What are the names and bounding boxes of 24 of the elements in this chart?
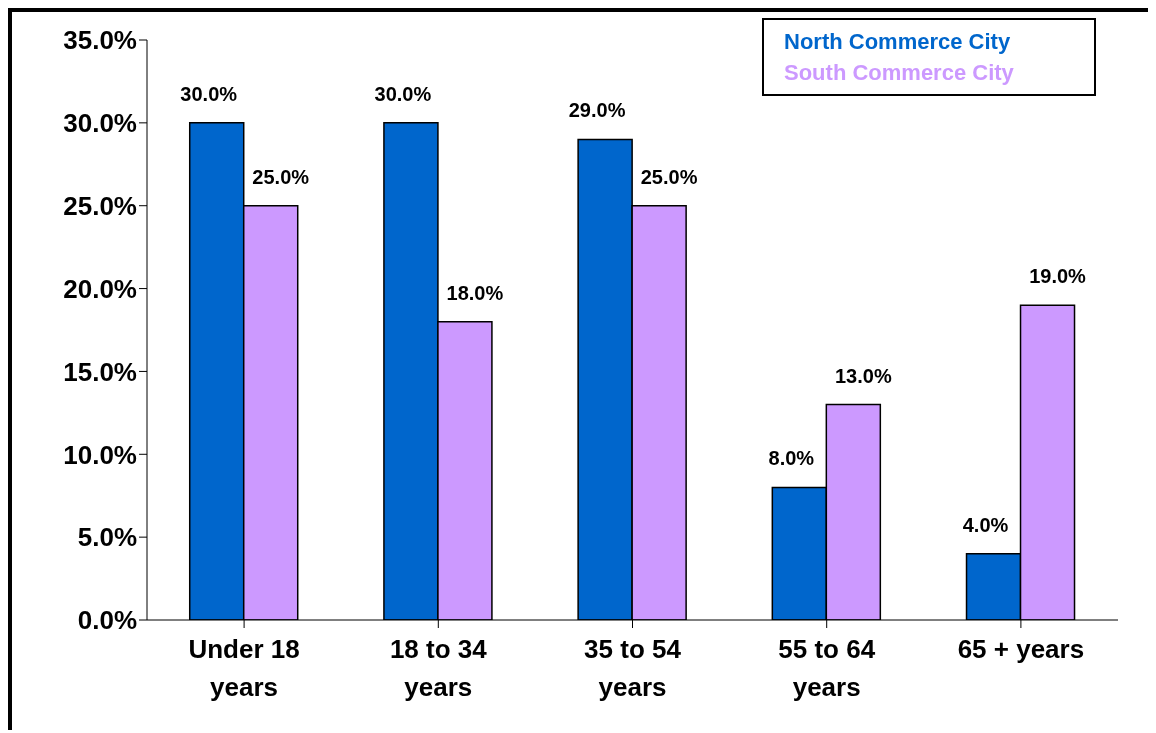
data-label: 19.0%: [1029, 265, 1087, 288]
y-tick-label: 15.0%: [63, 356, 137, 387]
x-tick-label: Under 18 years: [188, 634, 300, 702]
y-tick-label: 25.0%: [63, 190, 137, 221]
data-label: 4.0%: [962, 513, 1009, 536]
data-label: 25.0%: [252, 165, 310, 188]
y-tick-label: 0.0%: [77, 605, 137, 636]
x-tick-label: 55 to 64 years: [778, 634, 876, 702]
y-tick-label: 30.0%: [63, 108, 137, 139]
data-label: 30.0%: [374, 82, 432, 105]
legend-box: North Commerce City South Commerce City: [762, 18, 1096, 96]
data-label: 8.0%: [768, 447, 815, 470]
y-tick-label: 5.0%: [77, 522, 137, 553]
data-label: 29.0%: [568, 99, 626, 122]
data-label: 25.0%: [640, 165, 698, 188]
data-label: 18.0%: [446, 281, 504, 304]
y-tick-label: 20.0%: [63, 273, 137, 304]
y-tick-label: 10.0%: [63, 439, 137, 470]
x-tick-label: 18 to 34 years: [389, 634, 488, 702]
x-tick-label: 35 to 54 years: [584, 634, 682, 702]
data-label: 30.0%: [180, 82, 238, 105]
x-tick-label: 65 + years: [957, 634, 1085, 664]
data-label: 13.0%: [834, 364, 892, 387]
y-tick-label: 35.0%: [63, 25, 137, 56]
